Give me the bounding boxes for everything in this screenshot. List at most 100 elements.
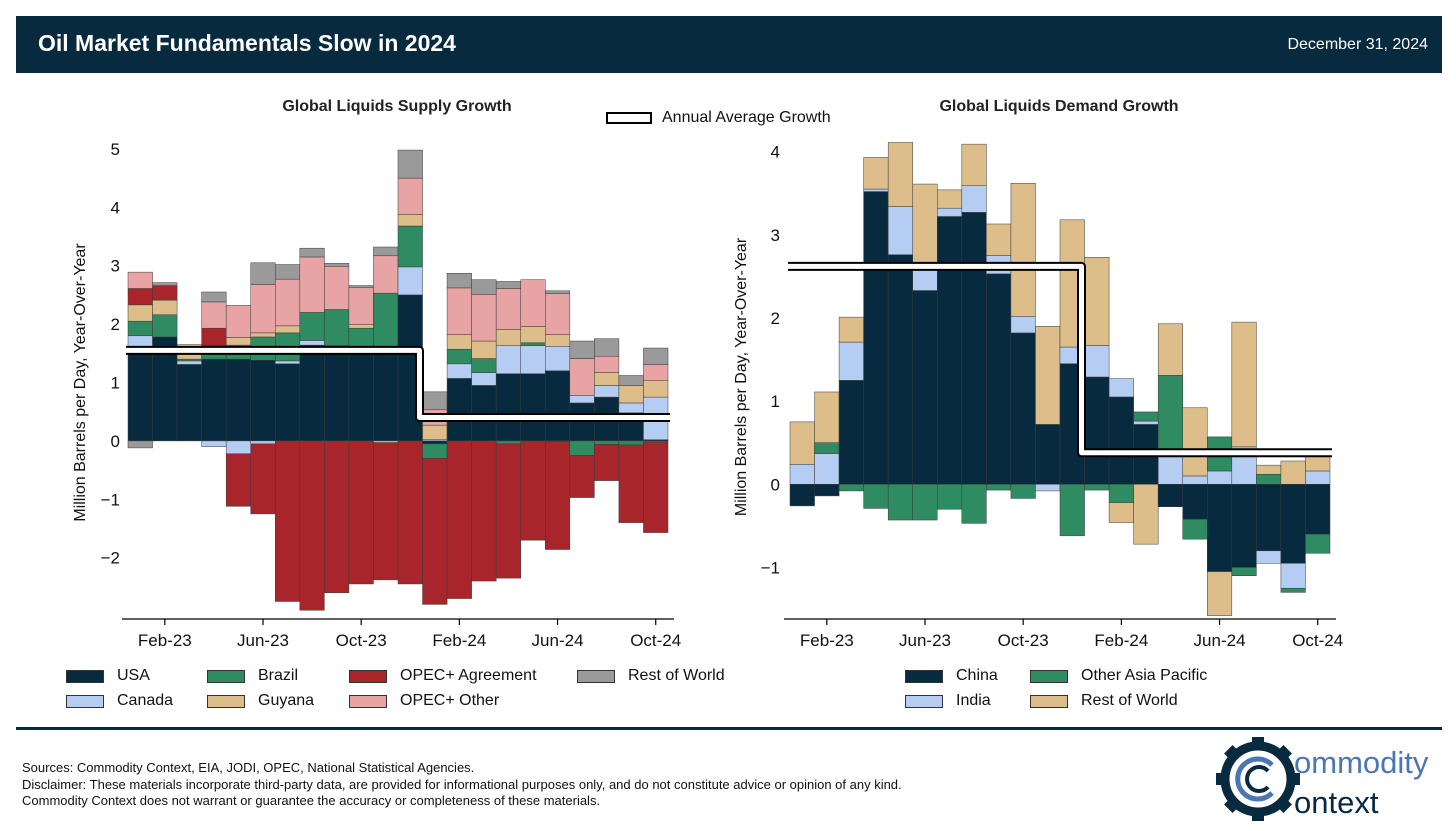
bar-segment-opec_other <box>324 266 350 310</box>
bar-segment-china <box>838 380 864 485</box>
bar-segment-canada <box>275 360 301 365</box>
bar-segment-opec_agreement <box>495 443 521 579</box>
bar-segment-rest <box>1133 484 1159 545</box>
bar-segment-canada <box>471 372 497 386</box>
bar-segment-rest <box>275 264 301 280</box>
bar-segment-brazil <box>618 440 644 446</box>
bar-segment-opec_other <box>446 287 472 335</box>
bar-segment-rest <box>863 157 889 190</box>
bar-segment-india <box>1182 475 1208 485</box>
bar-segment-rest <box>1108 502 1134 523</box>
bar-segment-opec_agreement <box>201 327 227 346</box>
bar-segment-india <box>1084 345 1110 378</box>
bar-segment-other_ap <box>1305 533 1331 554</box>
bar-segment-rest <box>201 291 227 303</box>
bar-segment-opec_other <box>250 284 276 334</box>
legend-label: USA <box>117 667 150 684</box>
bar-segment-brazil <box>569 440 595 456</box>
supply-bars <box>127 149 669 611</box>
bar-segment-canada <box>299 340 325 346</box>
bar-segment-usa <box>348 350 374 442</box>
supply-y-tick-label: 2 <box>111 315 120 334</box>
bar-segment-opec_agreement <box>520 440 546 541</box>
supply-annual-average-line <box>126 345 670 422</box>
bar-segment-india <box>912 269 938 291</box>
bar-segment-opec_other <box>275 278 301 327</box>
bar-segment-brazil <box>446 348 472 365</box>
bar-segment-brazil <box>520 342 546 346</box>
bar-segment-opec_other <box>348 287 374 325</box>
annual-average-legend: Annual Average Growth <box>606 108 831 128</box>
bar-segment-brazil <box>176 358 202 362</box>
bar-segment-canada <box>520 345 546 374</box>
bar-segment-rest <box>495 281 521 289</box>
supply-x-tick-label: Oct-24 <box>630 631 681 650</box>
supply-chart-title: Global Liquids Supply Growth <box>282 98 511 115</box>
bar-segment-guyana <box>520 326 546 344</box>
bar-segment-rest <box>1035 326 1061 425</box>
bar-segment-canada <box>397 266 423 296</box>
bar-segment-rest <box>1231 321 1257 448</box>
bar-segment-india <box>838 341 864 381</box>
bar-segment-other_ap <box>986 484 1012 491</box>
supply-x-tick-label: Jun-24 <box>532 631 584 650</box>
bar-segment-china <box>912 290 938 485</box>
legend-item-canada: Canada <box>66 691 173 711</box>
annual-average-swatch <box>606 112 652 124</box>
bar-segment-usa <box>225 358 251 442</box>
supply-y-tick-label: 3 <box>111 257 120 276</box>
bar-segment-rest <box>1305 455 1331 472</box>
bar-segment-china <box>937 216 963 485</box>
bar-segment-guyana <box>446 334 472 350</box>
legend-label: China <box>956 667 998 684</box>
bar-segment-guyana <box>152 299 178 316</box>
bar-segment-usa <box>275 363 301 442</box>
legend-item-opec_agreement: OPEC+ Agreement <box>349 666 537 686</box>
bar-segment-other_ap <box>838 484 864 492</box>
bar-segment-brazil <box>299 312 325 341</box>
bar-segment-rest <box>250 262 276 285</box>
bar-segment-guyana <box>594 372 620 386</box>
bar-segment-china <box>887 254 913 485</box>
legend-label: Brazil <box>258 667 299 684</box>
bar-segment-other_ap <box>1133 411 1159 422</box>
bar-segment-india <box>789 464 815 485</box>
bar-segment-china <box>814 484 840 497</box>
bar-segment-opec_agreement <box>299 440 325 611</box>
bar-segment-usa <box>495 373 521 442</box>
bar-segment-china <box>1035 424 1061 485</box>
bar-segment-guyana <box>373 440 399 443</box>
demand-x-tick-label: Jun-24 <box>1194 631 1246 650</box>
bar-segment-opec_agreement <box>348 440 374 585</box>
bar-segment-india <box>937 207 963 217</box>
supply-y-tick-label: 5 <box>111 140 120 159</box>
legend-label: Rest of World <box>628 667 725 684</box>
legend-swatch <box>349 694 387 708</box>
legend-item-guyana: Guyana <box>207 691 314 711</box>
footer-divider <box>16 727 1442 730</box>
legend-label: OPEC+ Other <box>400 692 500 709</box>
bar-segment-china <box>1084 376 1110 485</box>
legend-swatch <box>207 694 245 708</box>
bar-segment-rest <box>1157 323 1183 376</box>
bar-segment-opec_agreement <box>373 442 399 581</box>
bar-segment-other_ap <box>1108 484 1134 503</box>
bar-segment-china <box>1108 396 1134 485</box>
legend-item-usa: USA <box>66 666 150 686</box>
bar-segment-india <box>1157 455 1183 485</box>
bar-segment-india <box>1010 316 1036 334</box>
bar-segment-opec_agreement <box>446 440 472 599</box>
bar-segment-rest <box>1280 460 1306 485</box>
bar-segment-opec_agreement <box>250 443 276 515</box>
bar-segment-india <box>1207 470 1233 485</box>
supply-y-axis-label: Million Barrels per Day, Year-Over-Year <box>72 243 89 522</box>
bar-segment-brazil <box>594 440 620 445</box>
legend-label: Other Asia Pacific <box>1081 667 1208 684</box>
bar-segment-guyana <box>545 334 571 347</box>
bar-segment-opec_other <box>520 279 546 327</box>
bar-segment-opec_agreement <box>618 444 644 523</box>
bar-segment-other_ap <box>1182 518 1208 540</box>
demand-chart: Global Liquids Demand Growth Million Barr… <box>733 98 1343 650</box>
bar-segment-guyana <box>250 332 276 338</box>
demand-y-axis-label: Million Barrels per Day, Year-Over-Year <box>733 237 750 516</box>
